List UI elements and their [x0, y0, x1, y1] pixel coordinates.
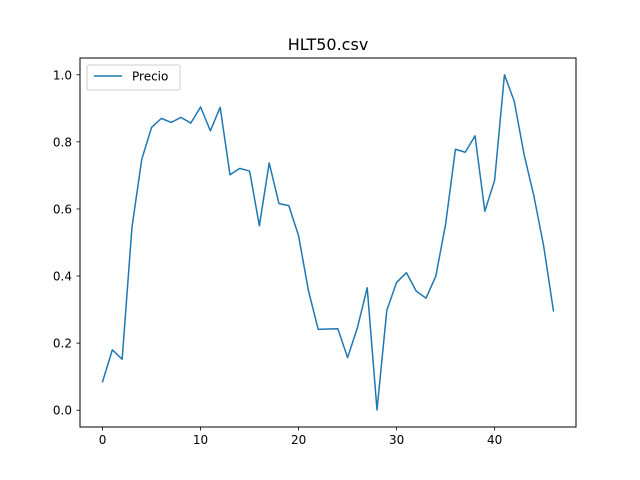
y-axis: 0.0 0.2 0.4 0.6 0.8 1.0 — [53, 68, 80, 418]
y-tick-label: 0.8 — [53, 135, 72, 149]
legend-box — [86, 64, 181, 91]
x-axis: 0 10 20 30 40 — [99, 427, 502, 447]
y-tick-label: 0.0 — [53, 404, 72, 418]
x-tick-label: 10 — [193, 433, 208, 447]
x-tick-label: 0 — [99, 433, 107, 447]
x-tick-label: 20 — [291, 433, 306, 447]
chart-title: HLT50.csv — [288, 35, 369, 54]
y-tick-label: 0.6 — [53, 202, 72, 216]
legend: Precio — [86, 64, 181, 91]
y-tick-label: 1.0 — [53, 68, 72, 82]
x-tick-label: 40 — [487, 433, 502, 447]
series-line-precio — [101, 74, 555, 411]
plot-frame — [79, 57, 577, 428]
legend-label-precio: Precio — [132, 70, 168, 84]
y-tick-label: 0.4 — [53, 270, 72, 284]
y-tick-label: 0.2 — [53, 337, 72, 351]
x-tick-label: 30 — [389, 433, 404, 447]
series-layer — [101, 74, 555, 411]
